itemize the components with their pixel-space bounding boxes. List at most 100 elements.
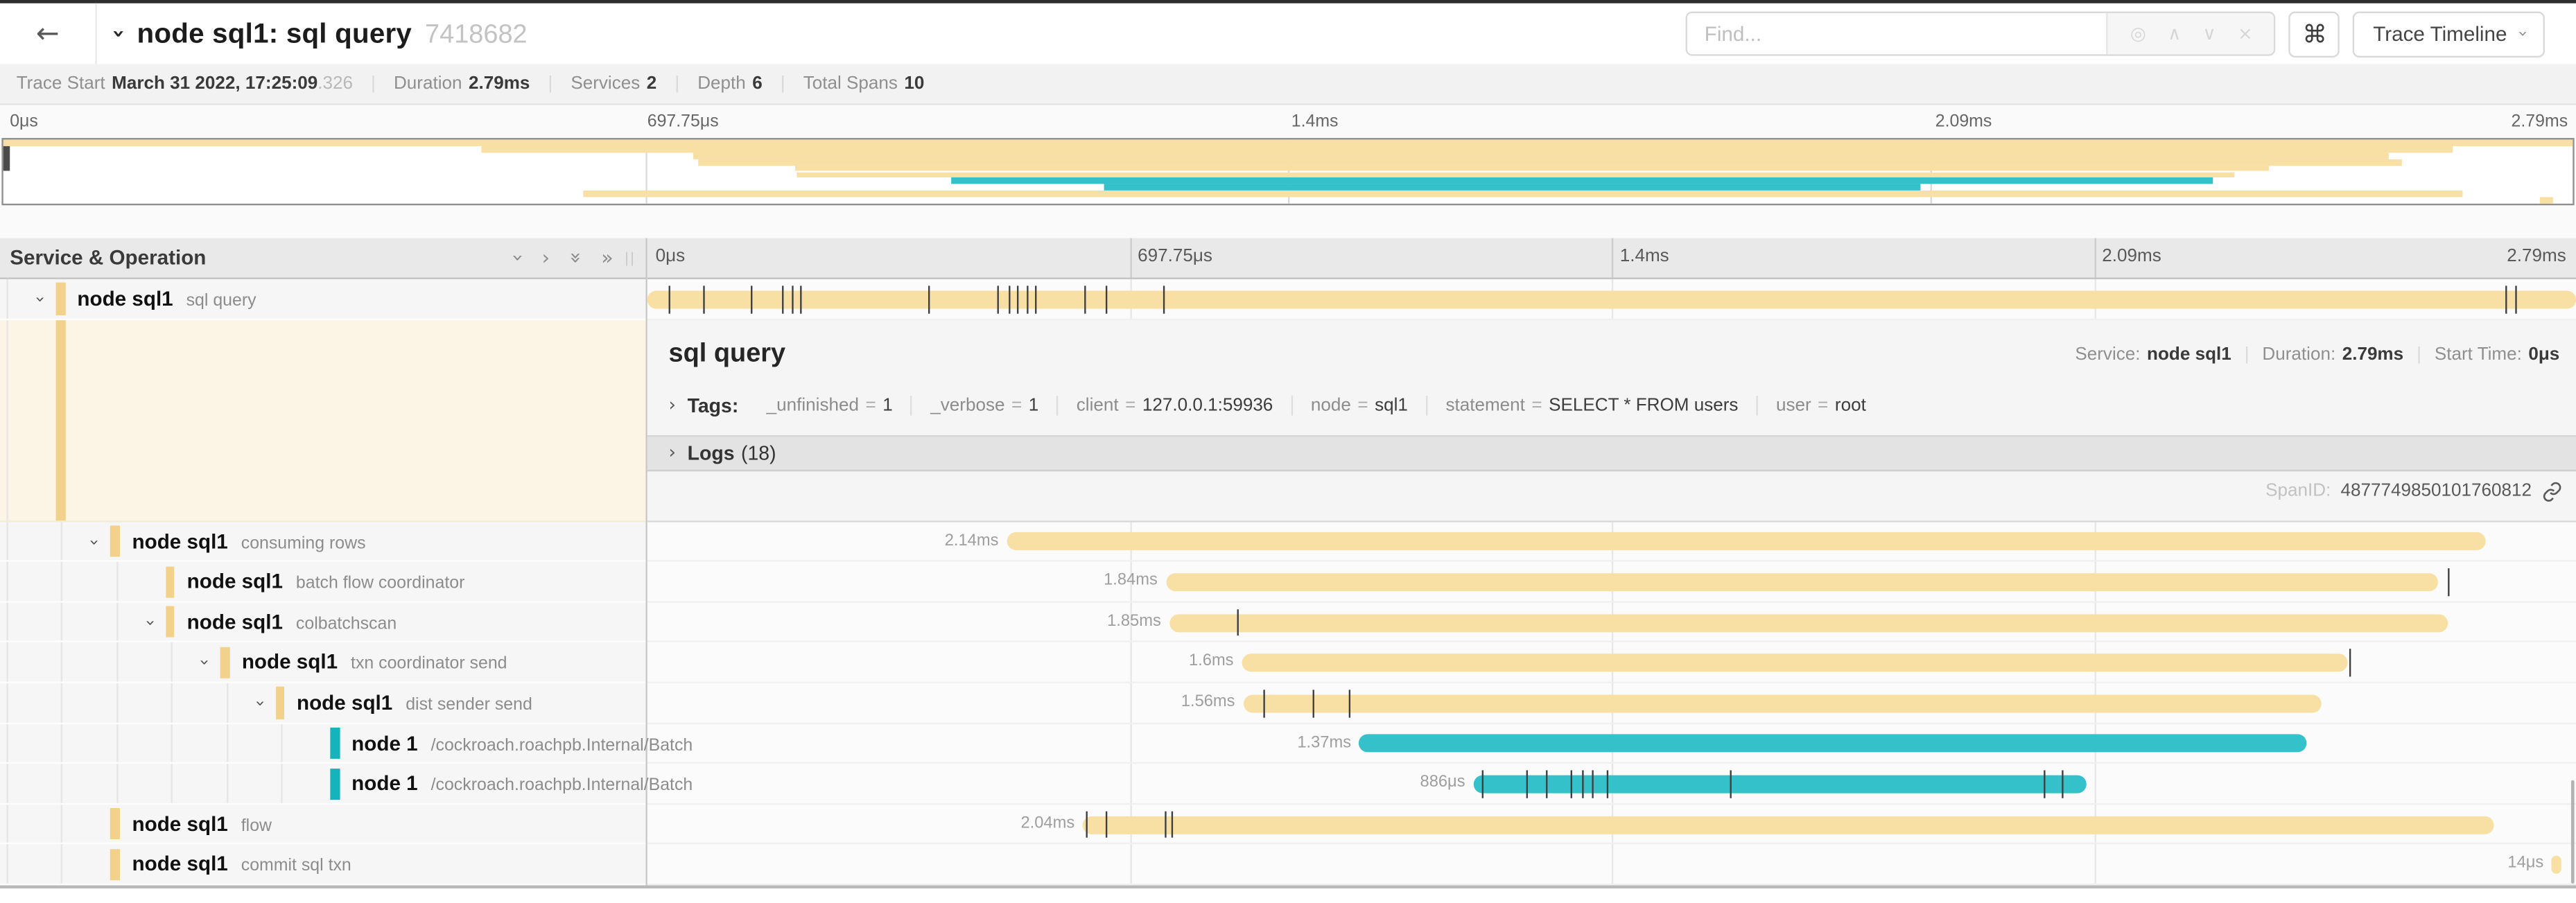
minimap-tick-label: 697.75μs	[647, 112, 719, 132]
tree-row[interactable]: node 1/cockroach.roachpb.Internal/Batch	[0, 724, 693, 764]
log-marker	[1086, 811, 1088, 839]
chevron-down-icon[interactable]: ›	[249, 700, 268, 707]
clear-search-icon[interactable]: ×	[2237, 23, 2253, 44]
span-bar[interactable]	[2552, 856, 2562, 875]
indent-guide	[171, 724, 173, 763]
span-name: node sql1 flow	[132, 805, 272, 847]
log-marker	[1165, 811, 1167, 839]
span-duration-label: 1.85ms	[1107, 612, 1161, 631]
back-button[interactable]: ←	[0, 3, 97, 64]
span-duration-label: 1.56ms	[1181, 693, 1235, 712]
operation-name: consuming rows	[241, 533, 366, 553]
tree-row[interactable]: node sql1 flow	[0, 804, 646, 847]
trace-title-group[interactable]: › node sql1: sql query 7418682	[105, 17, 528, 50]
tag-item: statement = SELECT * FROM users	[1425, 395, 1757, 415]
minimap-tick-label: 2.79ms	[2511, 112, 2568, 132]
locate-icon[interactable]: ◎	[2130, 23, 2146, 44]
log-marker	[1105, 811, 1108, 839]
span-bar[interactable]	[1242, 654, 2348, 672]
chevron-down-icon[interactable]: ›	[85, 538, 103, 545]
meta-label: Depth	[697, 73, 746, 94]
collapse-one-icon[interactable]: ›	[506, 254, 530, 262]
meta-value: 2.79ms	[468, 73, 530, 94]
indent-guide	[116, 642, 119, 682]
tree-row[interactable]: node sql1 batch flow coordinator	[0, 561, 646, 603]
chevron-down-icon[interactable]: ›	[139, 619, 158, 626]
operation-name: /cockroach.roachpb.Internal/Batch	[430, 735, 693, 755]
chevron-down-icon[interactable]: ›	[30, 296, 49, 303]
indent-guide	[6, 683, 8, 722]
indent-guide	[61, 764, 63, 803]
meta-value: March 31 2022, 17:25:09	[112, 73, 318, 94]
tag-equals: =	[1818, 395, 1829, 415]
minimap-gridline	[1288, 139, 1290, 204]
logs-row[interactable]: › Logs (18)	[647, 435, 2576, 471]
tree-row[interactable]: › node sql1 dist sender send	[0, 683, 646, 724]
next-result-icon[interactable]: ∨	[2202, 23, 2216, 44]
span-bar[interactable]	[1165, 573, 2438, 592]
indent-guide	[6, 279, 8, 318]
timeline-row[interactable]: 1.84ms	[647, 562, 2576, 603]
tree-header: Service & Operation › › » » ||	[0, 238, 646, 279]
timeline-row[interactable]: 1.6ms	[647, 643, 2576, 683]
divider: |	[371, 73, 376, 94]
ruler-gridline	[1611, 238, 1614, 278]
service-value: node sql1	[2147, 344, 2231, 365]
span-bar[interactable]	[647, 290, 2576, 309]
timeline-row[interactable]: 1.85ms	[647, 602, 2576, 643]
service-name: node sql1	[77, 287, 173, 310]
ruler-tick-label: 0μs	[655, 246, 686, 266]
keyboard-shortcuts-button[interactable]: ⌘	[2289, 10, 2340, 57]
tree-row[interactable]: › node sql1 txn coordinator send	[0, 642, 646, 683]
timeline-row[interactable]: 2.14ms	[647, 522, 2576, 562]
tags-row[interactable]: › Tags: _unfinished = 1 _verbose = 1 client = 12…	[669, 384, 2560, 427]
minimap-span-strip	[698, 159, 2403, 166]
timeline-row[interactable]: 14μs	[647, 845, 2576, 886]
span-bar[interactable]	[1243, 694, 2322, 712]
timeline-row[interactable]: 886μs	[647, 764, 2576, 805]
trace-meta-item: Depth 6	[697, 74, 763, 94]
prev-result-icon[interactable]: ∧	[2168, 23, 2182, 44]
collapse-all-icon[interactable]: »	[564, 252, 587, 264]
tree-row[interactable]: node 1/cockroach.roachpb.Internal/Batch	[0, 764, 693, 805]
span-bar[interactable]	[1007, 532, 2487, 551]
duration-value: 2.79ms	[2342, 344, 2404, 365]
timeline-row[interactable]	[647, 279, 2576, 320]
span-bar[interactable]	[1082, 815, 2494, 834]
search-input[interactable]	[1688, 12, 2107, 55]
minimap-canvas[interactable]	[1, 138, 2575, 206]
span-bar[interactable]	[1473, 775, 2086, 794]
log-marker	[1163, 286, 1166, 313]
tree-row[interactable]: › node sql1 colbatchscan	[0, 602, 646, 643]
copy-link-icon[interactable]	[2541, 480, 2563, 502]
expand-one-icon[interactable]: ›	[541, 246, 550, 270]
tag-equals: =	[1125, 395, 1136, 415]
timeline-row[interactable]: 1.37ms	[647, 724, 2576, 764]
span-bar[interactable]	[1359, 735, 2307, 753]
service-name: node sql1	[132, 529, 228, 553]
expand-all-icon[interactable]: »	[601, 246, 613, 270]
log-marker	[668, 286, 670, 313]
column-resize-grip[interactable]: ||	[625, 249, 636, 266]
trace-view-dropdown[interactable]: Trace Timeline ›	[2353, 10, 2545, 57]
tag-key: client	[1076, 395, 1119, 415]
timeline-row[interactable]: 2.04ms	[647, 805, 2576, 845]
log-marker	[2062, 770, 2064, 798]
trace-meta-bar: Trace Start March 31 2022, 17:25:09.326 | D…	[0, 64, 2576, 105]
span-bar[interactable]	[1169, 613, 2448, 632]
tree-row[interactable]: node sql1 commit sql txn	[0, 844, 646, 886]
scrollbar-thumb[interactable]	[2570, 780, 2575, 884]
operation-name: flow	[241, 816, 272, 836]
operation-name: commit sql txn	[241, 856, 351, 876]
indent-guide	[6, 844, 8, 884]
log-marker	[1526, 770, 1529, 798]
divider: |	[2244, 344, 2249, 365]
timeline-row[interactable]: 1.56ms	[647, 683, 2576, 724]
chevron-down-icon[interactable]: ›	[194, 659, 213, 667]
minimap-span-strip	[3, 139, 2573, 146]
tree-row[interactable]: › node sql1 consuming rows	[0, 521, 646, 562]
tree-row[interactable]: › node sql1 sql query	[0, 279, 646, 320]
minimap-drag-handle[interactable]	[3, 139, 10, 171]
tag-item: user = root	[1756, 395, 1884, 415]
log-marker	[1026, 286, 1028, 313]
